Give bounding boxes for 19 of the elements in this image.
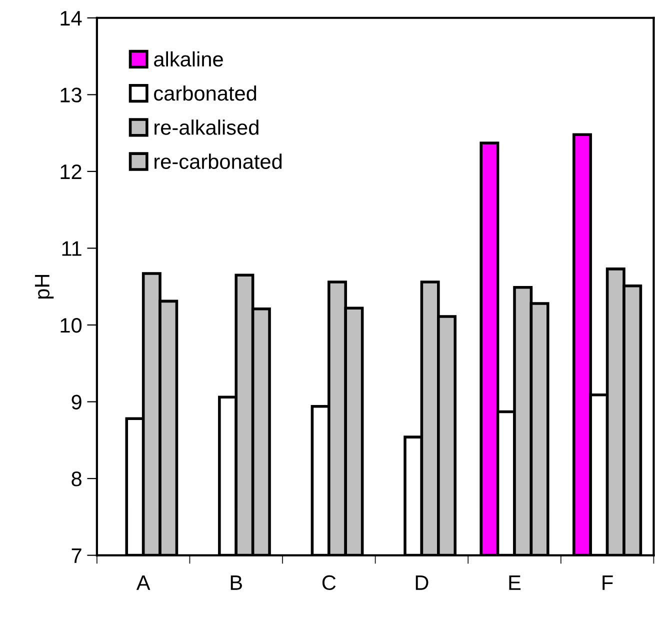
x-tick-label: B (230, 576, 242, 590)
x-tick-label: E (509, 576, 521, 590)
y-tick-label: 9 (72, 394, 82, 410)
y-tick-label: 7 (72, 548, 82, 563)
y-axis-title: pH (34, 274, 54, 299)
legend-label: alkaline (154, 51, 223, 67)
y-tick-label: 12 (60, 164, 82, 179)
legend-label: re-carbonated (154, 154, 282, 169)
legend-label: carbonated (154, 85, 256, 101)
x-tick-label: C (322, 575, 336, 590)
x-tick-label: A (136, 576, 150, 590)
legend-label: re-alkalised (154, 120, 258, 135)
y-tick-label: 10 (60, 318, 82, 333)
y-tick-label: 8 (72, 472, 82, 486)
y-tick-label: 13 (60, 88, 82, 102)
y-tick-label: 14 (60, 11, 82, 26)
x-tick-label: F (602, 576, 613, 590)
y-tick-label: 11 (62, 241, 82, 256)
x-tick-label: D (416, 576, 428, 590)
